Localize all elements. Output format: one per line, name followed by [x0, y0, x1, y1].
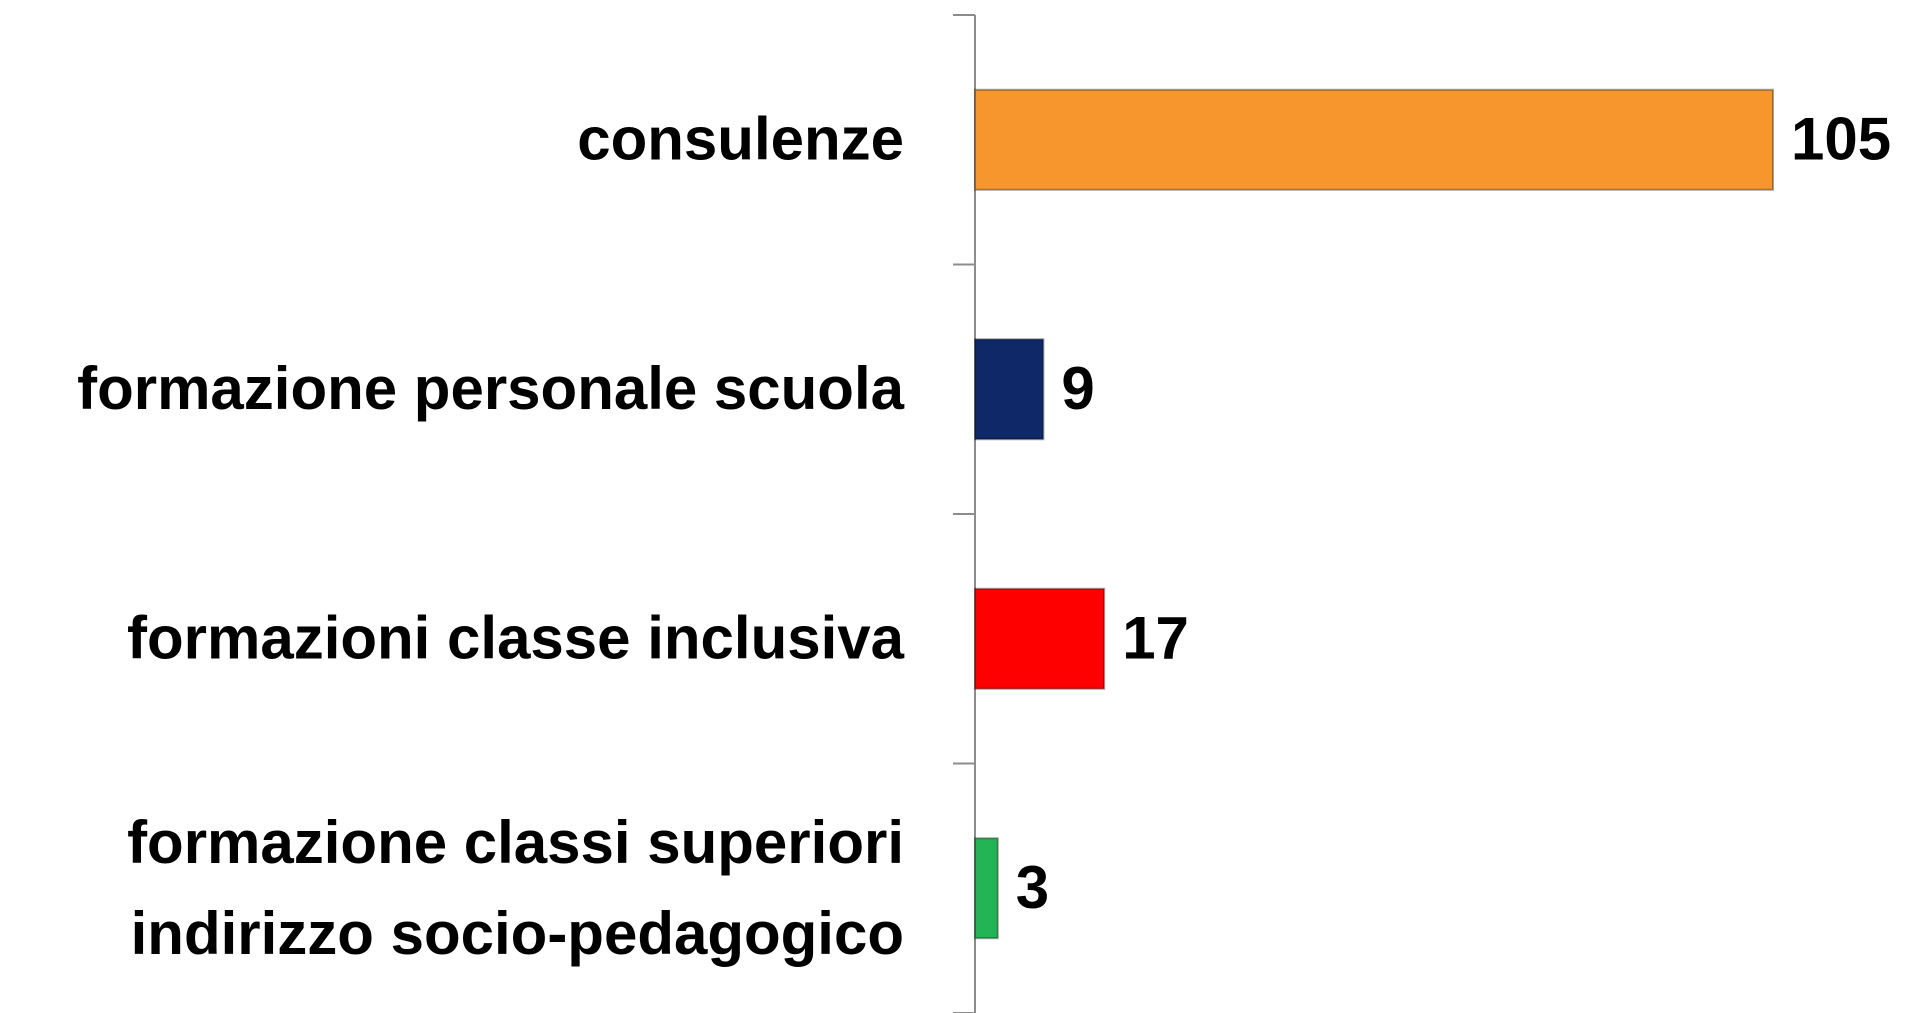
data-label: 9	[1061, 355, 1094, 422]
bar	[974, 88, 1774, 191]
bar	[974, 338, 1045, 441]
bar	[974, 587, 1106, 690]
category-label: formazione classi superiori indirizzo soc…	[127, 809, 904, 967]
category-label: consulenze	[577, 106, 904, 173]
category-label: formazione personale scuola	[77, 355, 905, 422]
data-label: 17	[1122, 605, 1189, 672]
data-label: 105	[1791, 106, 1891, 173]
category-label: formazioni classe inclusiva	[127, 605, 905, 672]
data-label: 3	[1016, 854, 1049, 921]
bar	[974, 837, 999, 940]
